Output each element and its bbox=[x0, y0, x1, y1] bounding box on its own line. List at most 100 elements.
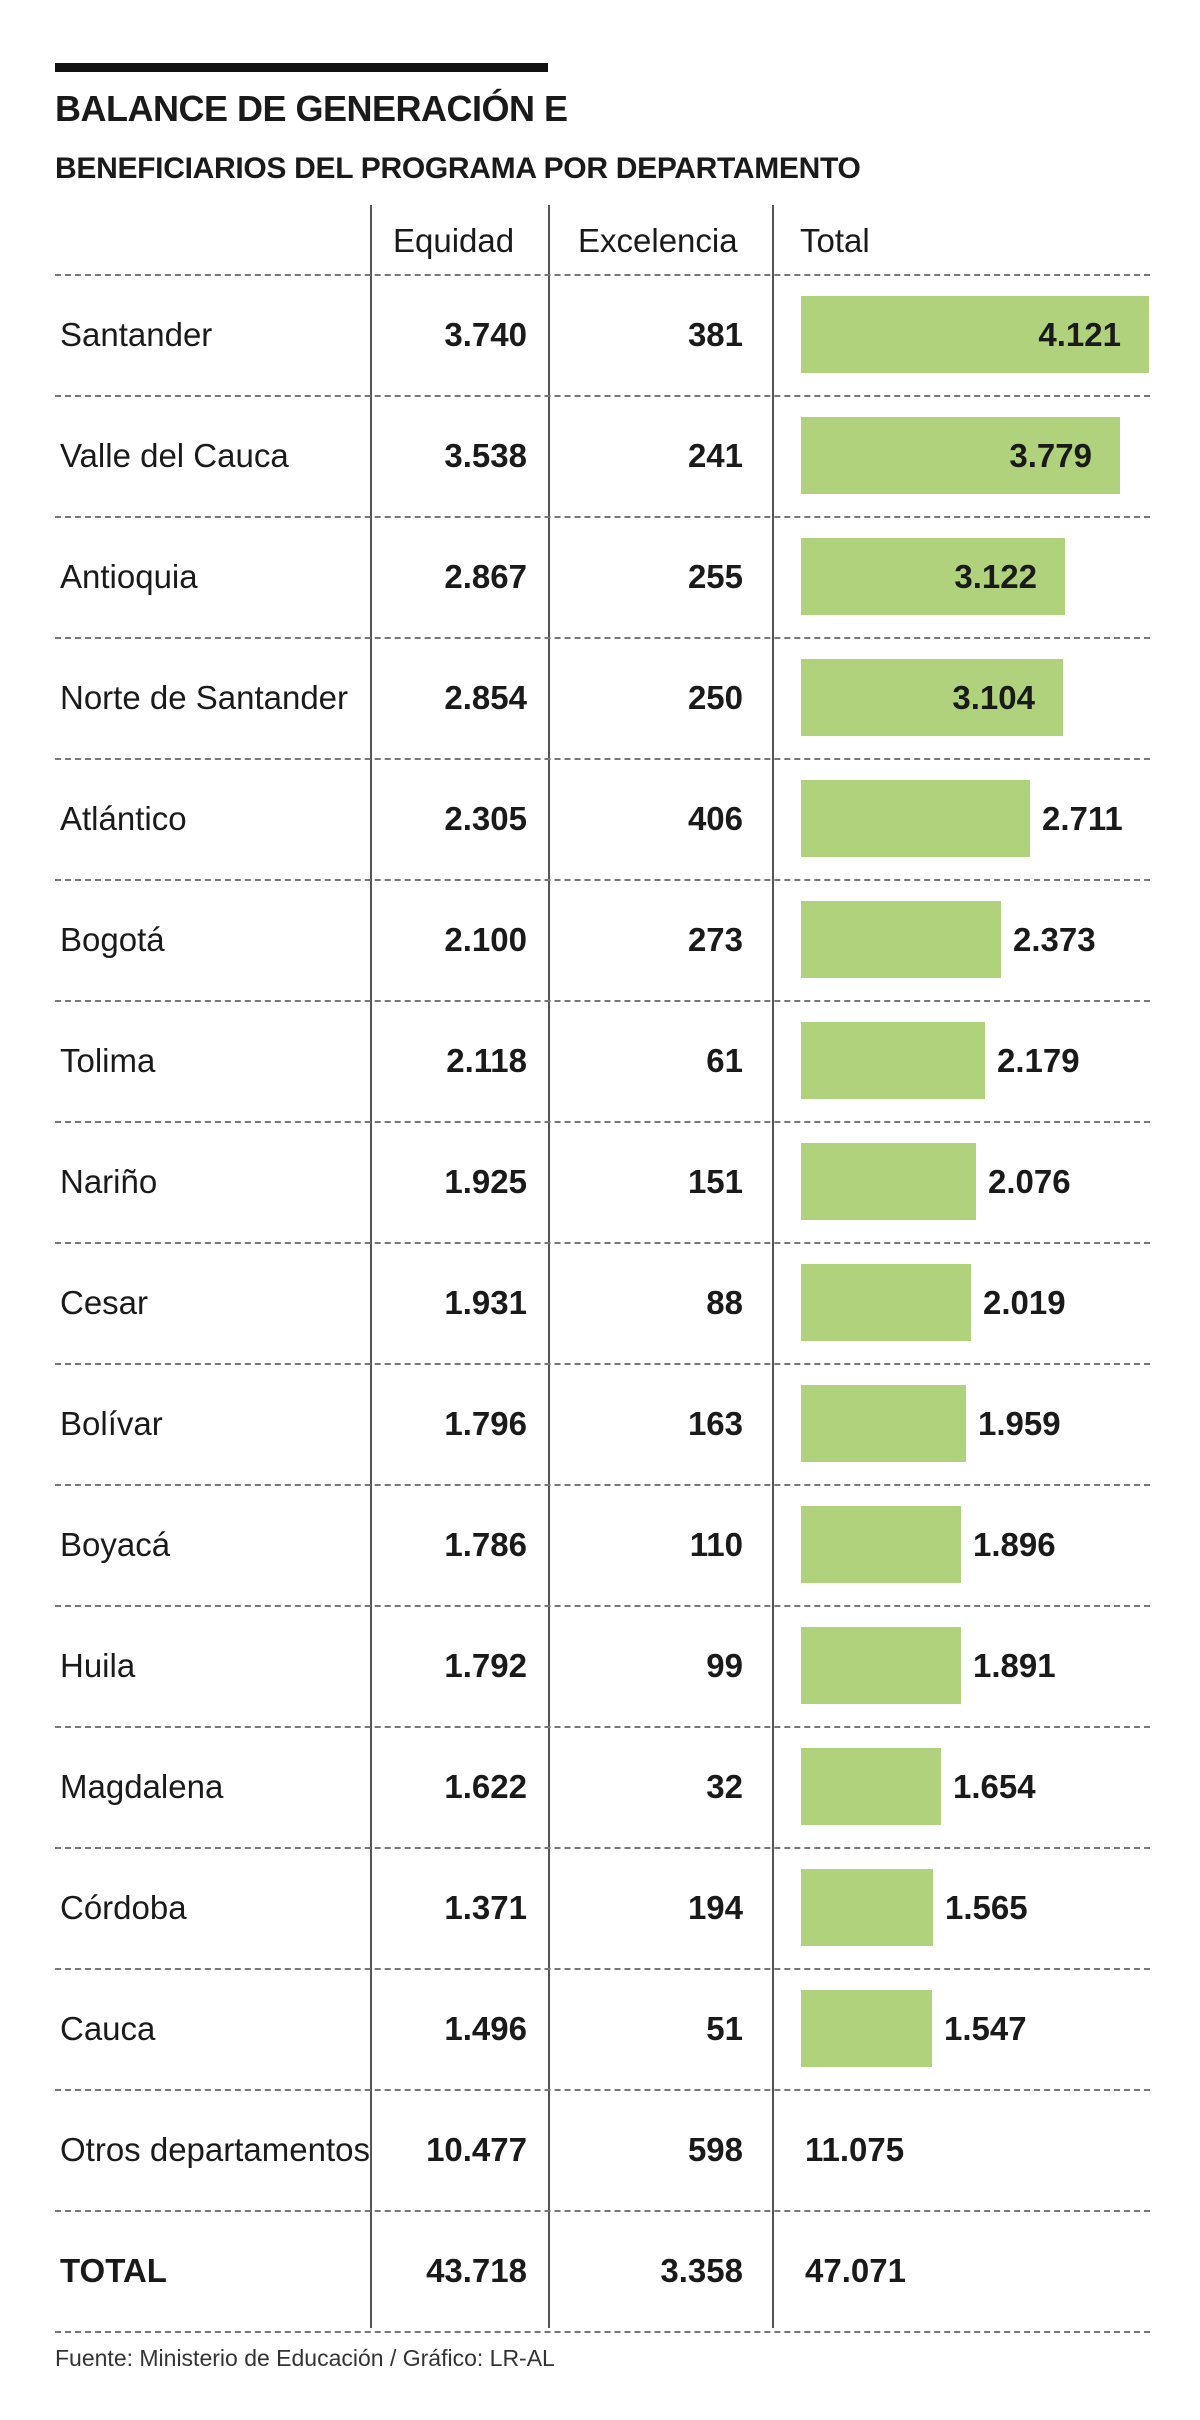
excelencia-value: 88 bbox=[706, 1284, 743, 1321]
table-row: Nariño 1.925 151 2.076 bbox=[0, 1121, 1200, 1242]
total-value: 3.779 bbox=[1009, 437, 1092, 474]
summary-row: Otros departamentos 10.477 598 11.075 bbox=[0, 2089, 1200, 2210]
total-value: 2.373 bbox=[1013, 921, 1096, 958]
column-divider-equidad bbox=[370, 205, 372, 2328]
total-bar bbox=[801, 659, 1063, 736]
total-bar bbox=[801, 1627, 961, 1704]
total-value: 2.179 bbox=[997, 1042, 1080, 1079]
department-name: Norte de Santander bbox=[60, 679, 349, 716]
column-divider-excelencia bbox=[548, 205, 550, 2328]
total-value: 1.896 bbox=[973, 1526, 1056, 1563]
total-bar bbox=[801, 1143, 976, 1220]
department-name: Cauca bbox=[60, 2010, 156, 2047]
table-row: Valle del Cauca 3.538 241 3.779 bbox=[0, 395, 1200, 516]
equidad-value: 3.740 bbox=[444, 316, 527, 353]
total-bar bbox=[801, 1748, 941, 1825]
row-separator bbox=[55, 2210, 1150, 2212]
total-bar bbox=[801, 1506, 961, 1583]
row-separator bbox=[55, 2331, 1150, 2333]
row-separator bbox=[55, 395, 1150, 397]
equidad-value: 2.854 bbox=[444, 679, 527, 716]
total-value: 1.547 bbox=[944, 2010, 1027, 2047]
total-value: 3.122 bbox=[954, 558, 1037, 595]
table-row: Santander 3.740 381 4.121 bbox=[0, 274, 1200, 395]
total-row: TOTAL 43.718 3.358 47.071 bbox=[0, 2210, 1200, 2331]
total-bar bbox=[801, 1990, 932, 2067]
total-bar bbox=[801, 1385, 966, 1462]
total-value: 47.071 bbox=[805, 2252, 906, 2289]
excelencia-value: 3.358 bbox=[660, 2252, 743, 2289]
department-name: Valle del Cauca bbox=[60, 437, 289, 474]
row-separator bbox=[55, 1242, 1150, 1244]
equidad-value: 1.496 bbox=[444, 2010, 527, 2047]
department-name: Huila bbox=[60, 1647, 136, 1684]
excelencia-value: 51 bbox=[706, 2010, 743, 2047]
equidad-value: 1.371 bbox=[444, 1889, 527, 1926]
excelencia-value: 163 bbox=[687, 1405, 743, 1442]
department-name: Magdalena bbox=[60, 1768, 224, 1805]
row-separator bbox=[55, 274, 1150, 276]
column-divider-total bbox=[772, 205, 774, 2328]
total-bar bbox=[801, 417, 1120, 494]
department-name: TOTAL bbox=[60, 2252, 167, 2289]
equidad-value: 10.477 bbox=[426, 2131, 527, 2168]
equidad-value: 1.792 bbox=[444, 1647, 527, 1684]
row-separator bbox=[55, 1847, 1150, 1849]
title-rule bbox=[55, 63, 548, 72]
excelencia-value: 151 bbox=[687, 1163, 743, 1200]
header-equidad: Equidad bbox=[393, 222, 515, 259]
equidad-value: 2.100 bbox=[444, 921, 527, 958]
department-name: Bogotá bbox=[60, 921, 165, 958]
equidad-value: 1.796 bbox=[444, 1405, 527, 1442]
source-footer: Fuente: Ministerio de Educación / Gráfic… bbox=[55, 2345, 555, 2371]
total-bar bbox=[801, 1264, 971, 1341]
equidad-value: 1.925 bbox=[444, 1163, 527, 1200]
equidad-value: 1.931 bbox=[444, 1284, 527, 1321]
department-name: Otros departamentos bbox=[60, 2131, 370, 2168]
equidad-value: 2.118 bbox=[446, 1042, 527, 1079]
row-separator bbox=[55, 879, 1150, 881]
department-name: Antioquia bbox=[60, 558, 198, 595]
excelencia-value: 241 bbox=[687, 437, 743, 474]
row-separator bbox=[55, 1121, 1150, 1123]
table-row: Norte de Santander 2.854 250 3.104 bbox=[0, 637, 1200, 758]
excelencia-value: 255 bbox=[687, 558, 743, 595]
equidad-value: 2.867 bbox=[444, 558, 527, 595]
total-bar bbox=[801, 901, 1001, 978]
total-value: 2.076 bbox=[988, 1163, 1071, 1200]
total-value: 1.565 bbox=[945, 1889, 1028, 1926]
table-row: Atlántico 2.305 406 2.711 bbox=[0, 758, 1200, 879]
table-row: Bogotá 2.100 273 2.373 bbox=[0, 879, 1200, 1000]
excelencia-value: 99 bbox=[706, 1647, 743, 1684]
department-name: Córdoba bbox=[60, 1889, 187, 1926]
table-row: Cesar 1.931 88 2.019 bbox=[0, 1242, 1200, 1363]
row-separator bbox=[55, 637, 1150, 639]
header-excelencia: Excelencia bbox=[578, 222, 738, 259]
table-row: Cauca 1.496 51 1.547 bbox=[0, 1968, 1200, 2089]
table-row: Magdalena 1.622 32 1.654 bbox=[0, 1726, 1200, 1847]
department-name: Santander bbox=[60, 316, 213, 353]
table-row: Bolívar 1.796 163 1.959 bbox=[0, 1363, 1200, 1484]
equidad-value: 2.305 bbox=[444, 800, 527, 837]
total-bar bbox=[801, 1869, 933, 1946]
row-separator bbox=[55, 1000, 1150, 1002]
excelencia-value: 598 bbox=[687, 2131, 743, 2168]
total-bar bbox=[801, 296, 1149, 373]
row-separator bbox=[55, 1605, 1150, 1607]
total-value: 3.104 bbox=[952, 679, 1035, 716]
excelencia-value: 110 bbox=[689, 1526, 743, 1563]
total-value: 1.654 bbox=[953, 1768, 1036, 1805]
total-value: 2.019 bbox=[983, 1284, 1066, 1321]
row-separator bbox=[55, 1726, 1150, 1728]
total-bar bbox=[801, 538, 1065, 615]
chart-subtitle: BENEFICIARIOS DEL PROGRAMA POR DEPARTAME… bbox=[55, 152, 861, 185]
row-separator bbox=[55, 758, 1150, 760]
table-row: Boyacá 1.786 110 1.896 bbox=[0, 1484, 1200, 1605]
excelencia-value: 273 bbox=[687, 921, 743, 958]
excelencia-value: 250 bbox=[687, 679, 743, 716]
department-name: Boyacá bbox=[60, 1526, 171, 1563]
row-separator bbox=[55, 1363, 1150, 1365]
excelencia-value: 61 bbox=[706, 1042, 743, 1079]
department-name: Atlántico bbox=[60, 800, 187, 837]
total-value: 1.959 bbox=[978, 1405, 1061, 1442]
